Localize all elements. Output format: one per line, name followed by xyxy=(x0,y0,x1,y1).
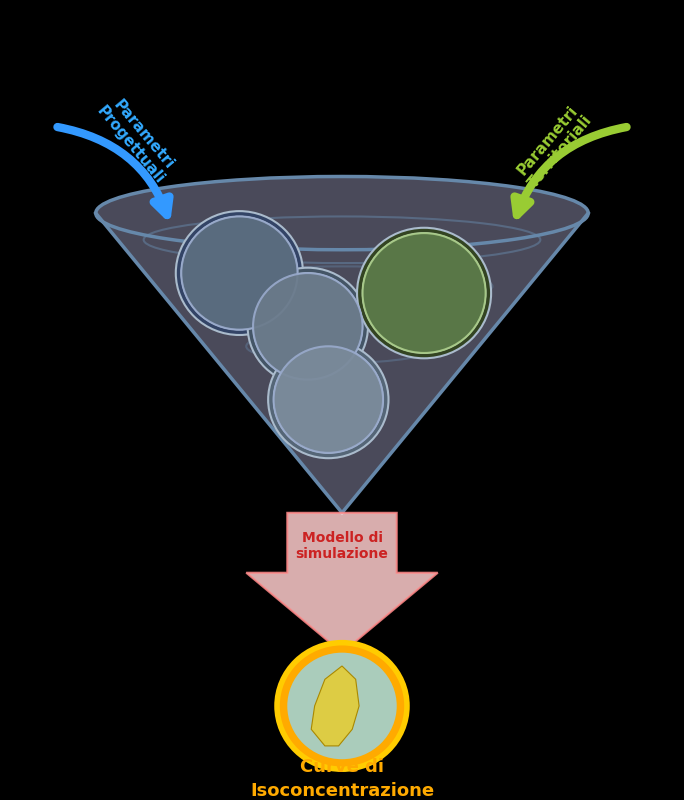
Text: Modello di
simulazione: Modello di simulazione xyxy=(295,531,389,562)
Circle shape xyxy=(176,211,303,335)
Text: Curve di
Isoconcentrazione: Curve di Isoconcentrazione xyxy=(250,758,434,800)
Text: Parametri
Progettuali: Parametri Progettuali xyxy=(94,93,180,187)
Polygon shape xyxy=(246,513,438,653)
Circle shape xyxy=(181,217,298,330)
Circle shape xyxy=(253,273,363,380)
Ellipse shape xyxy=(96,177,588,250)
FancyArrowPatch shape xyxy=(514,127,627,215)
Circle shape xyxy=(287,653,397,759)
Circle shape xyxy=(181,217,298,330)
Circle shape xyxy=(274,346,383,453)
Circle shape xyxy=(248,268,368,385)
Circle shape xyxy=(253,273,363,380)
Text: Parametri
Territoriali: Parametri Territoriali xyxy=(513,102,595,191)
Polygon shape xyxy=(96,213,588,513)
Circle shape xyxy=(363,233,486,353)
Circle shape xyxy=(277,642,407,770)
Circle shape xyxy=(357,228,491,358)
Circle shape xyxy=(363,233,486,353)
Polygon shape xyxy=(311,666,359,746)
Circle shape xyxy=(268,341,389,458)
Circle shape xyxy=(274,346,383,453)
FancyArrowPatch shape xyxy=(57,127,170,215)
